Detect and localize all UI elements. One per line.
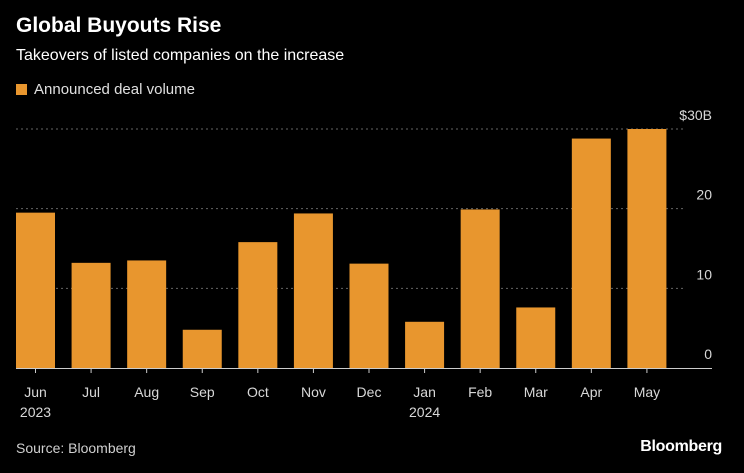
chart-legend: Announced deal volume <box>16 81 195 98</box>
bloomberg-logo: Bloomberg <box>640 438 722 455</box>
chart-subtitle: Takeovers of listed companies on the inc… <box>16 47 345 64</box>
bar <box>571 138 611 368</box>
x-tick-year-label: 2023 <box>20 404 51 420</box>
chart-title: Global Buyouts Rise <box>16 14 222 37</box>
legend-swatch <box>16 84 27 95</box>
x-tick-label: Nov <box>301 384 326 400</box>
x-tick-label: Dec <box>357 384 382 400</box>
bar <box>627 129 667 368</box>
x-tick-label: Jul <box>82 384 100 400</box>
bar <box>293 213 333 368</box>
y-tick-label: 10 <box>696 266 712 282</box>
x-tick-label: Mar <box>524 384 548 400</box>
x-tick-label: Jun <box>24 384 47 400</box>
x-tick-label: Feb <box>468 384 492 400</box>
x-tick-label: Sep <box>190 384 215 400</box>
bar <box>182 329 222 368</box>
y-tick-label: 0 <box>704 346 712 362</box>
bar <box>127 260 167 368</box>
x-tick-label: Aug <box>134 384 159 400</box>
x-tick-label: Apr <box>580 384 602 400</box>
y-tick-label: $30B <box>679 107 712 123</box>
bar <box>349 263 389 368</box>
x-tick-label: Oct <box>247 384 269 400</box>
bar <box>516 307 556 368</box>
x-tick-label: Jan <box>413 384 436 400</box>
x-tick-label: May <box>634 384 660 400</box>
bar <box>238 242 278 368</box>
x-tick-year-label: 2024 <box>409 404 440 420</box>
bar <box>460 209 500 368</box>
bar <box>16 212 55 368</box>
bar <box>71 262 111 368</box>
source-note: Source: Bloomberg <box>16 440 136 456</box>
legend-label: Announced deal volume <box>34 81 195 98</box>
bar <box>405 321 445 368</box>
y-tick-label: 20 <box>696 187 712 203</box>
